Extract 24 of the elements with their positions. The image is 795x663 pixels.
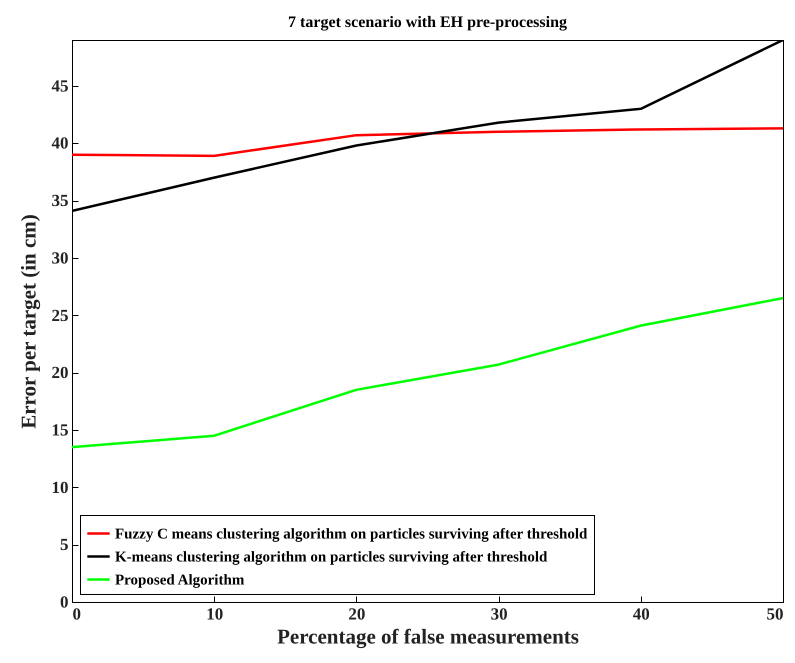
y-tick-label: 25 <box>52 306 68 325</box>
legend-label: Proposed Algorithm <box>115 572 245 588</box>
line-series <box>72 127 783 158</box>
line-series <box>72 296 783 448</box>
x-tick-label: 30 <box>490 604 508 624</box>
y-tick-label: 40 <box>52 134 68 153</box>
legend-label: Fuzzy C means clustering algorithm on particles surviving after threshold <box>115 526 588 542</box>
x-axis-title: Percentage of false measurements <box>277 624 579 648</box>
y-tick-label: 45 <box>52 76 68 96</box>
y-tick-label: 10 <box>52 478 68 497</box>
y-tick-label: 20 <box>52 363 68 382</box>
x-tick-label: 50 <box>766 604 784 624</box>
y-tick-label: 35 <box>52 191 68 210</box>
y-tick-label: 15 <box>52 420 68 440</box>
y-axis-title: Error per target (in cm) <box>16 214 40 429</box>
x-tick-label: 40 <box>632 604 650 624</box>
x-tick-label: 0 <box>72 604 81 624</box>
y-tick-label: 0 <box>60 592 68 612</box>
chart-title: 7 target scenario with EH pre-processing <box>288 14 567 31</box>
legend-label: K-means clustering algorithm on particles surviving after threshold <box>115 550 548 566</box>
x-tick-label: 10 <box>206 604 224 624</box>
y-tick-label: 30 <box>52 248 68 268</box>
y-tick-label: 5 <box>60 535 68 554</box>
x-tick-label: 20 <box>348 604 366 624</box>
